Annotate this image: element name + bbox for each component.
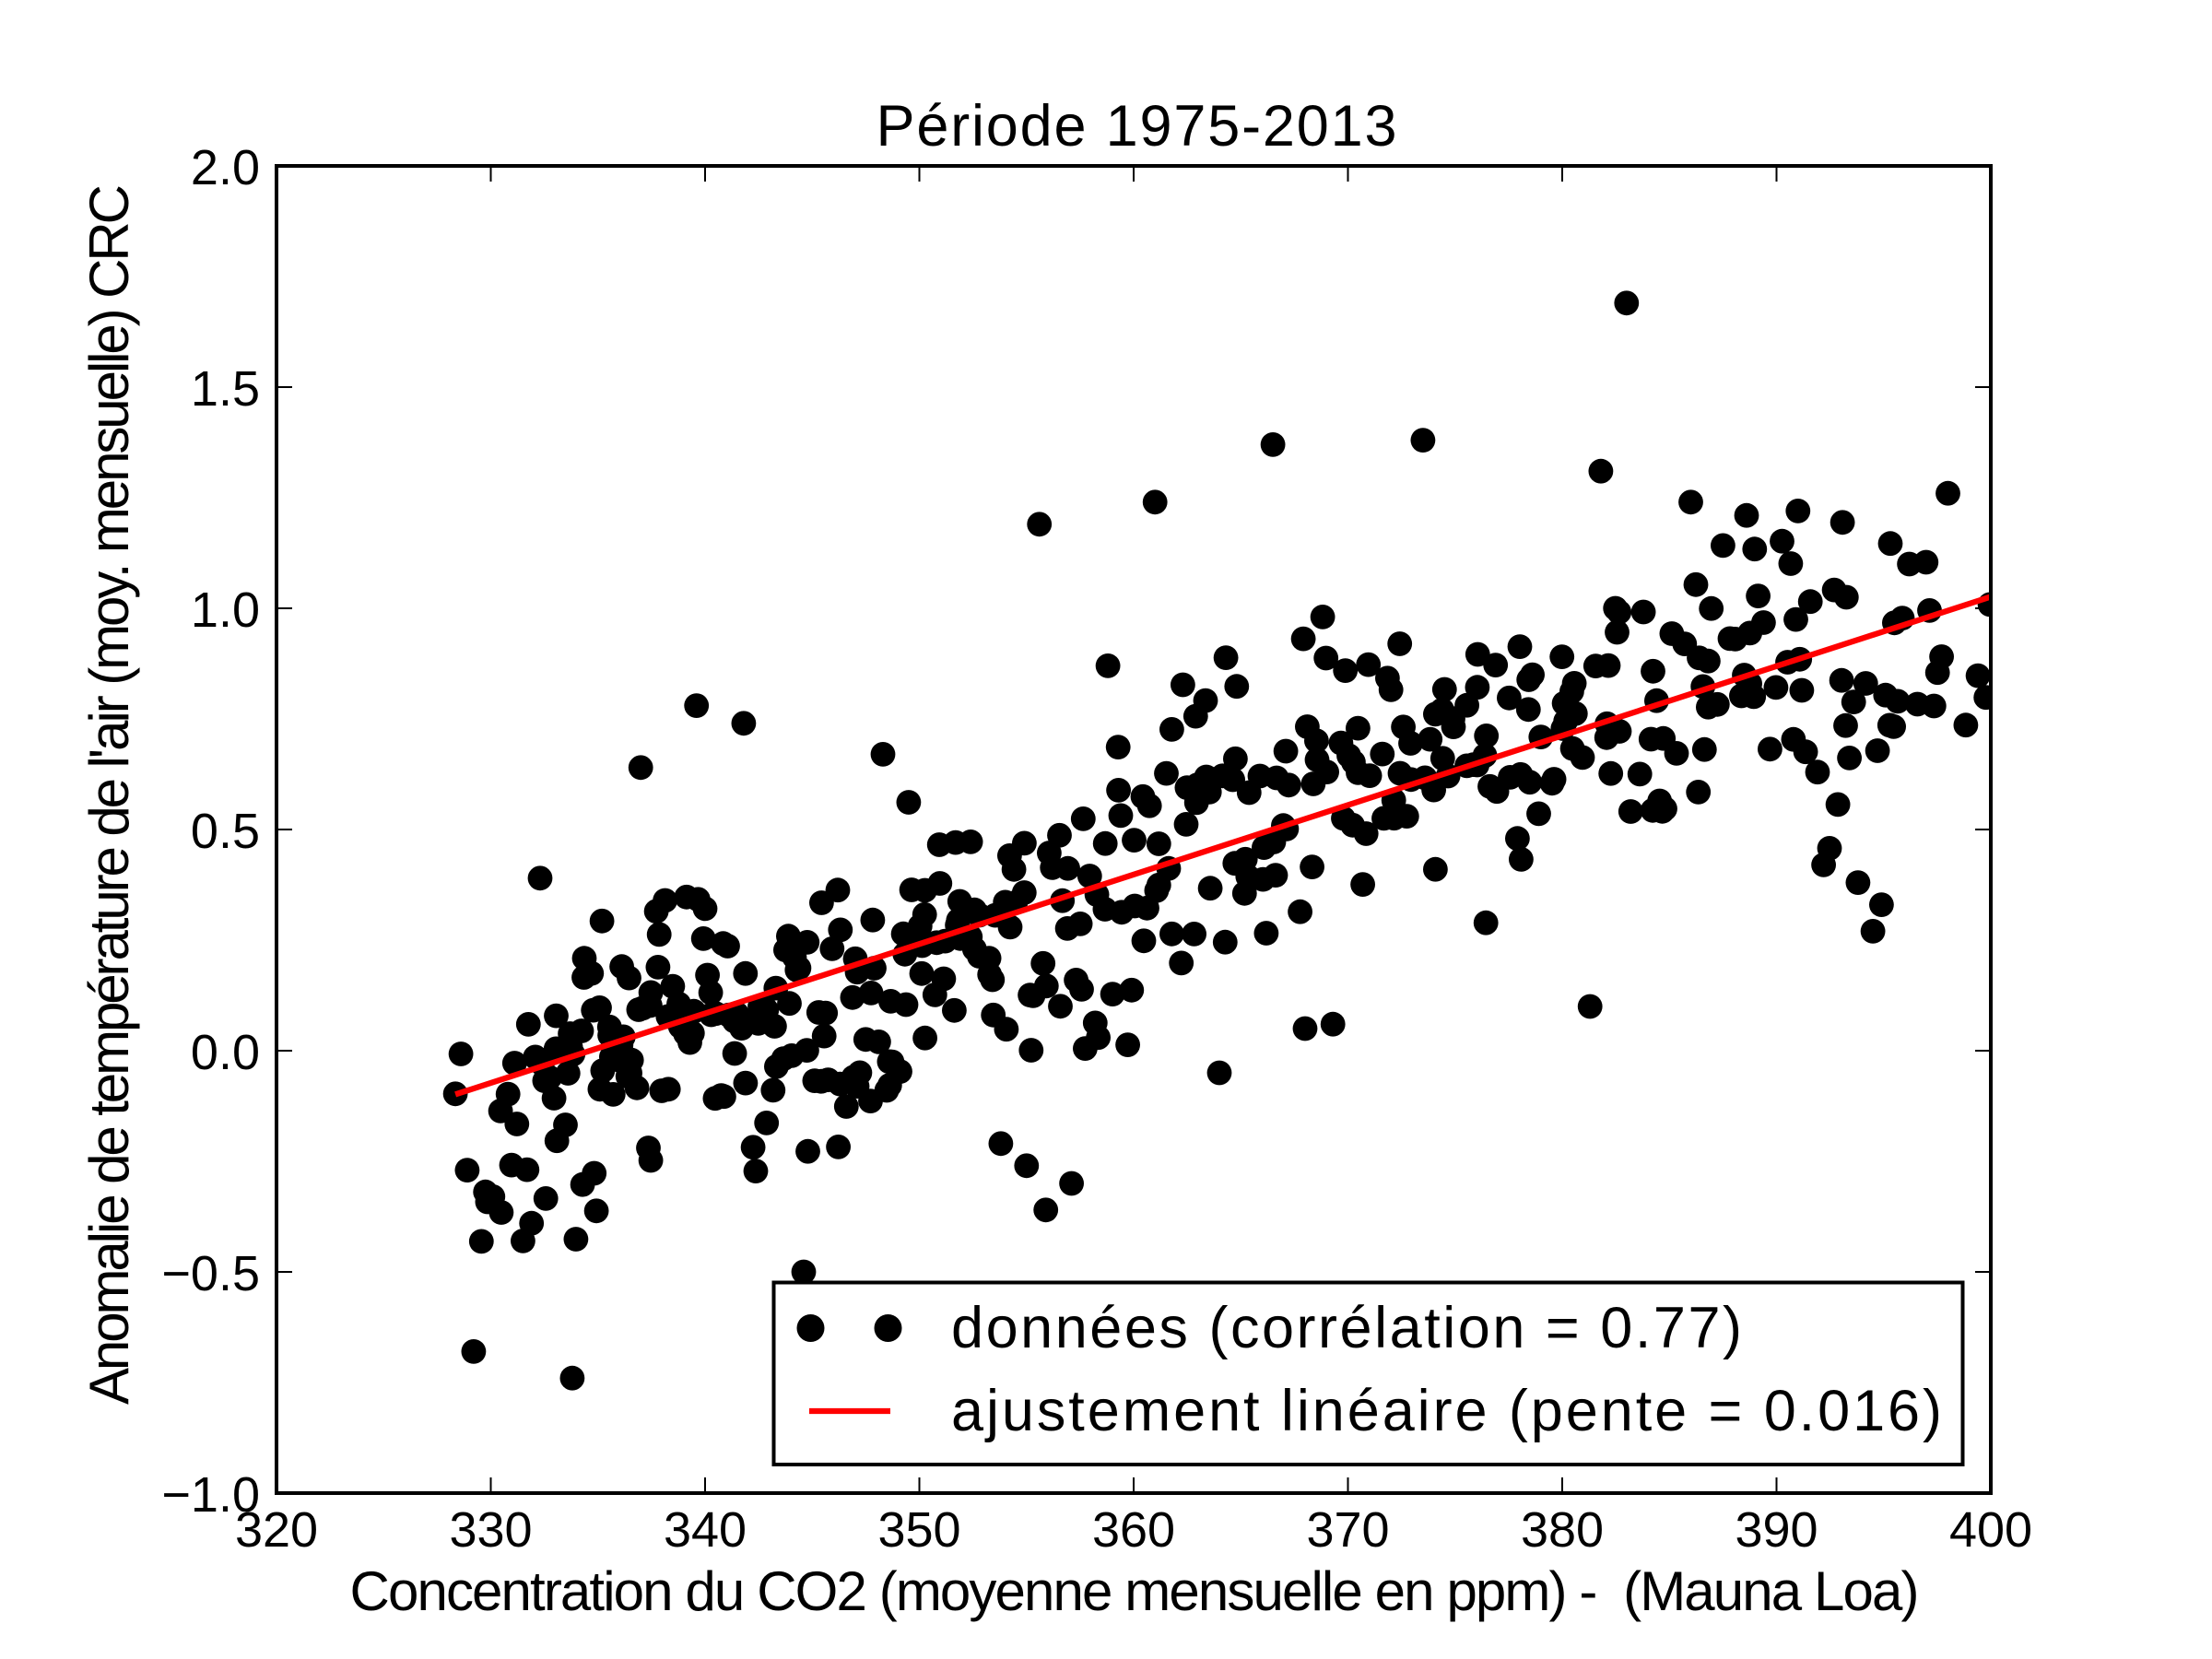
- svg-text:0.5: 0.5: [191, 804, 260, 859]
- svg-text:Concentration du CO2 (moyenne: Concentration du CO2 (moyenne mensuelle …: [350, 1560, 1920, 1622]
- svg-text:Anomalie de température de l'a: Anomalie de température de l'air (moy. m…: [78, 184, 140, 1405]
- svg-text:Période 1975-2013: Période 1975-2013: [877, 94, 1397, 159]
- svg-text:340: 340: [664, 1502, 747, 1558]
- svg-text:0.0: 0.0: [191, 1025, 260, 1080]
- svg-text:2.0: 2.0: [191, 140, 260, 195]
- svg-text:ajustement linéaire (pente = 0: ajustement linéaire (pente = 0.016): [951, 1379, 1942, 1443]
- svg-text:370: 370: [1306, 1502, 1389, 1558]
- svg-text:−0.5: −0.5: [161, 1246, 260, 1301]
- svg-text:1.0: 1.0: [191, 582, 260, 638]
- svg-text:320: 320: [235, 1502, 318, 1558]
- svg-text:−1.0: −1.0: [161, 1467, 260, 1523]
- svg-text:360: 360: [1092, 1502, 1175, 1558]
- svg-text:400: 400: [1949, 1502, 2032, 1558]
- svg-text:350: 350: [877, 1502, 960, 1558]
- svg-text:1.5: 1.5: [191, 361, 260, 417]
- svg-text:330: 330: [449, 1502, 532, 1558]
- svg-text:données (corrélation = 0.77): données (corrélation = 0.77): [951, 1296, 1742, 1360]
- svg-text:390: 390: [1735, 1502, 1818, 1558]
- svg-text:380: 380: [1521, 1502, 1604, 1558]
